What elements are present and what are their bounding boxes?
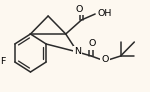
Text: O: O [101, 54, 109, 63]
Text: N: N [74, 47, 81, 56]
Text: F: F [1, 58, 6, 67]
Text: O: O [76, 5, 83, 14]
Text: O: O [88, 39, 96, 48]
Text: OH: OH [97, 9, 111, 18]
